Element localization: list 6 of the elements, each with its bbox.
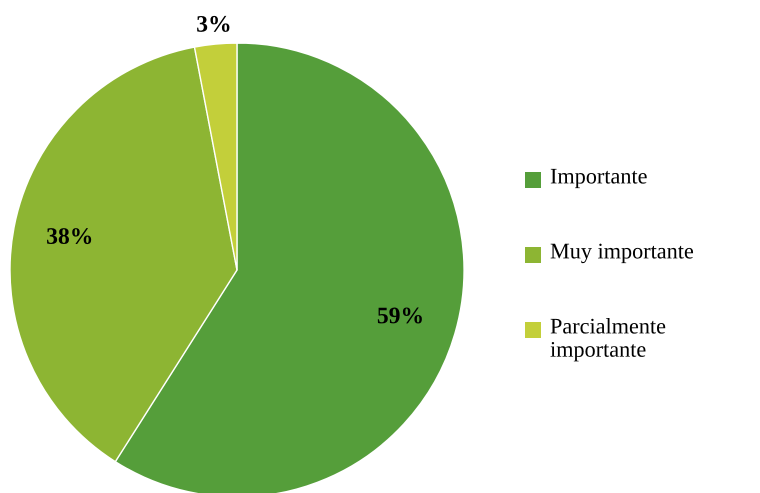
data-label: 38% (47, 228, 92, 244)
legend-label: Parcialmente importante (550, 318, 666, 362)
data-label: 59% (378, 307, 422, 324)
data-label: 3% (197, 16, 230, 32)
legend-label: Importante (550, 168, 647, 188)
legend-label: Muy importante (550, 244, 694, 264)
